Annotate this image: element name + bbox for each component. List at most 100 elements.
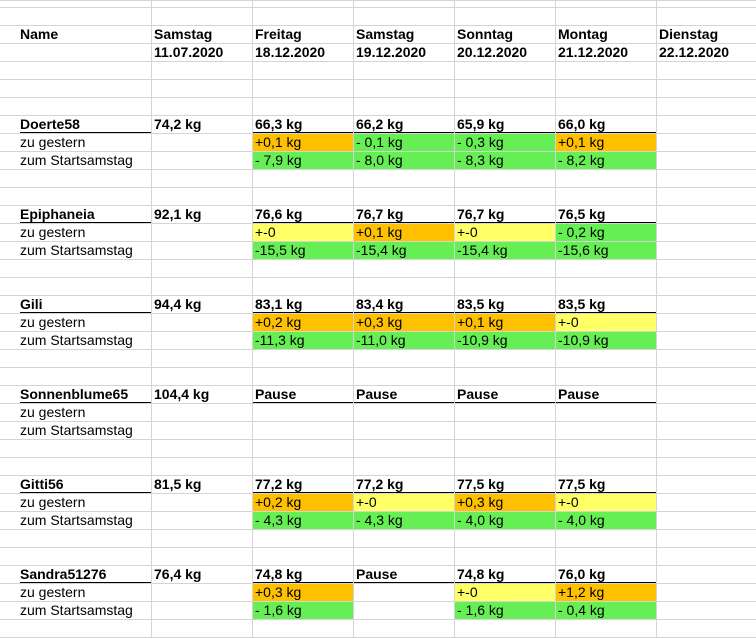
grid-row-line (0, 79, 756, 80)
diff-yesterday-cell: +-0 (356, 494, 377, 510)
grid-row-line (0, 493, 756, 494)
cell-fill[interactable] (556, 242, 656, 259)
diff-start-cell: - 4,3 kg (356, 512, 403, 528)
weight-cell: Pause (255, 386, 297, 402)
name-underline (20, 312, 151, 313)
cell-fill[interactable] (253, 224, 353, 241)
cell-fill[interactable] (253, 584, 353, 601)
grid-row-line (0, 529, 756, 530)
diff-yesterday-cell: - 0,3 kg (457, 134, 504, 150)
weight-underline (354, 312, 454, 313)
grid-row-line (0, 403, 756, 404)
name-underline (20, 402, 151, 403)
cell-fill[interactable] (354, 314, 454, 331)
diff-start-cell: -11,0 kg (356, 332, 406, 348)
weight-underline (556, 222, 656, 223)
row-label-start: zum Startsamstag (20, 332, 133, 348)
cell-fill[interactable] (556, 332, 656, 349)
grid-row-line (0, 457, 756, 458)
grid-row-line (0, 97, 756, 98)
cell-fill[interactable] (556, 512, 656, 529)
cell-fill[interactable] (556, 134, 656, 151)
person-name: Sonnenblume65 (20, 386, 129, 402)
cell-fill[interactable] (354, 494, 454, 511)
diff-start-cell: -11,3 kg (255, 332, 305, 348)
cell-fill[interactable] (253, 314, 353, 331)
weight-cell: 77,2 kg (356, 476, 404, 492)
header-date: 21.12.2020 (558, 44, 629, 60)
diff-start-cell: -15,6 kg (558, 242, 609, 258)
diff-start-cell: - 1,6 kg (255, 602, 302, 618)
person-name: Epiphaneia (20, 206, 95, 222)
cell-fill[interactable] (354, 152, 454, 169)
cell-fill[interactable] (455, 584, 555, 601)
header-name-label: Name (20, 26, 59, 42)
name-underline (20, 132, 151, 133)
grid-col-line (656, 0, 657, 637)
weight-cell: 83,1 kg (255, 296, 303, 312)
cell-fill[interactable] (556, 314, 656, 331)
cell-fill[interactable] (556, 152, 656, 169)
cell-fill[interactable] (253, 134, 353, 151)
grid-row-line (0, 547, 756, 548)
diff-start-cell: - 8,3 kg (457, 152, 504, 168)
weight-underline (455, 492, 555, 493)
cell-fill[interactable] (354, 224, 454, 241)
diff-start-cell: -15,4 kg (457, 242, 508, 258)
row-label-yesterday: zu gestern (20, 134, 86, 150)
cell-fill[interactable] (455, 242, 555, 259)
grid-row-line (0, 439, 756, 440)
grid-col-line (151, 0, 152, 637)
cell-fill[interactable] (253, 332, 353, 349)
cell-fill[interactable] (455, 602, 555, 619)
cell-fill[interactable] (455, 494, 555, 511)
name-underline (20, 222, 151, 223)
diff-yesterday-cell: - 0,2 kg (558, 224, 605, 240)
start-weight: 92,1 kg (154, 206, 202, 222)
cell-fill[interactable] (455, 332, 555, 349)
cell-fill[interactable] (354, 242, 454, 259)
cell-fill[interactable] (253, 494, 353, 511)
cell-fill[interactable] (253, 152, 353, 169)
cell-fill[interactable] (455, 512, 555, 529)
grid-row-line (0, 313, 756, 314)
weight-cell: 76,7 kg (356, 206, 404, 222)
cell-fill[interactable] (455, 224, 555, 241)
header-weekday: Samstag (356, 26, 415, 42)
cell-fill[interactable] (253, 512, 353, 529)
cell-fill[interactable] (354, 134, 454, 151)
weight-underline (556, 492, 656, 493)
cell-fill[interactable] (556, 584, 656, 601)
cell-fill[interactable] (455, 152, 555, 169)
cell-fill[interactable] (354, 512, 454, 529)
diff-yesterday-cell: +0,3 kg (457, 494, 504, 510)
start-weight: 74,2 kg (154, 116, 202, 132)
weight-cell: 65,9 kg (457, 116, 505, 132)
cell-fill[interactable] (253, 602, 353, 619)
weight-cell: 74,8 kg (255, 566, 303, 582)
weight-cell: Pause (356, 566, 398, 582)
start-weight: 81,5 kg (154, 476, 202, 492)
cell-fill[interactable] (455, 314, 555, 331)
weight-underline (354, 132, 454, 133)
row-label-start: zum Startsamstag (20, 152, 133, 168)
weight-underline (556, 312, 656, 313)
cell-fill[interactable] (253, 242, 353, 259)
cell-fill[interactable] (556, 224, 656, 241)
header-weekday: Freitag (255, 26, 302, 42)
header-date: 19.12.2020 (356, 44, 427, 60)
row-label-start: zum Startsamstag (20, 422, 133, 438)
header-date: 11.07.2020 (154, 44, 224, 60)
diff-yesterday-cell: +0,2 kg (255, 494, 302, 510)
cell-fill[interactable] (556, 494, 656, 511)
cell-fill[interactable] (455, 134, 555, 151)
grid-row-line (0, 511, 756, 512)
weight-underline (556, 132, 656, 133)
cell-fill[interactable] (556, 602, 656, 619)
grid-row-line (0, 187, 756, 188)
cell-fill[interactable] (354, 332, 454, 349)
weight-cell: 76,0 kg (558, 566, 606, 582)
grid-col-line (353, 0, 354, 637)
start-weight: 76,4 kg (154, 566, 202, 582)
